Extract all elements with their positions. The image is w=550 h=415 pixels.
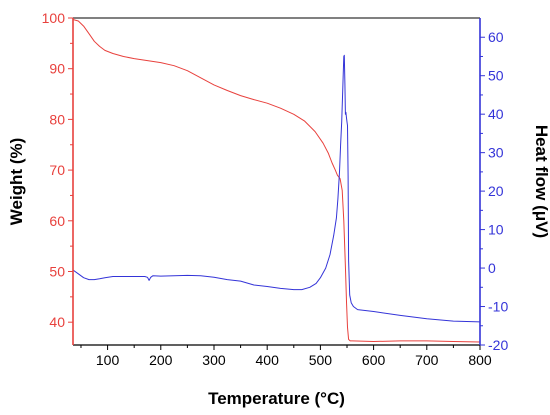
- x-axis-title: Temperature (°C): [208, 389, 345, 408]
- series-line-weight: [72, 19, 481, 343]
- y-right-tick-label: 50: [488, 68, 504, 84]
- series-line-heat-flow: [72, 54, 481, 323]
- y-left-tick-label: 70: [49, 162, 65, 178]
- x-tick-label: 700: [415, 352, 439, 368]
- x-tick-label: 100: [96, 352, 120, 368]
- y-right-tick-label: 0: [488, 260, 496, 276]
- x-tick-label: 800: [468, 352, 492, 368]
- y-right-axis-title: Heat flow (μV): [532, 125, 550, 238]
- x-tick-label: 600: [362, 352, 386, 368]
- x-tick-label: 400: [256, 352, 280, 368]
- y-right-tick-label: 60: [488, 29, 504, 45]
- x-tick-label: 300: [202, 352, 226, 368]
- y-right-tick-label: 10: [488, 222, 504, 238]
- y-left-tick-label: 50: [49, 263, 65, 279]
- y-left-tick-label: 40: [49, 314, 65, 330]
- y-left-tick-label: 60: [49, 213, 65, 229]
- y-left-tick-label: 90: [49, 61, 65, 77]
- y-left-tick-label: 100: [42, 10, 66, 26]
- y-left-tick-label: 80: [49, 111, 65, 127]
- x-tick-label: 500: [309, 352, 333, 368]
- y-right-tick-label: -10: [488, 299, 508, 315]
- y-right-tick-label: 40: [488, 106, 504, 122]
- plot-area: 100 200 300 400 500 600 700 800405060708090100-…: [42, 10, 509, 368]
- y-right-tick-label: 20: [488, 183, 504, 199]
- x-tick-label: 200: [149, 352, 173, 368]
- y-left-axis-title: Weight (%): [7, 138, 26, 226]
- y-right-tick-label: 30: [488, 145, 504, 161]
- y-right-tick-label: -20: [488, 337, 508, 353]
